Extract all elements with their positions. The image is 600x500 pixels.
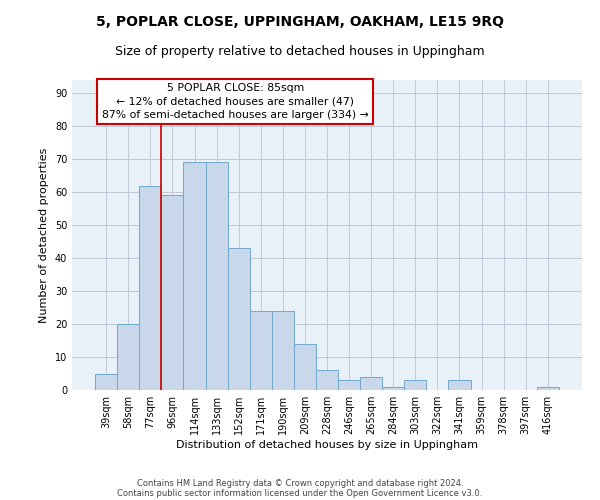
Bar bbox=[184, 162, 206, 390]
Text: Contains HM Land Registry data © Crown copyright and database right 2024.: Contains HM Land Registry data © Crown c… bbox=[137, 478, 463, 488]
Y-axis label: Number of detached properties: Number of detached properties bbox=[39, 148, 49, 322]
Bar bbox=[537, 386, 559, 390]
Bar bbox=[294, 344, 316, 390]
Text: Size of property relative to detached houses in Uppingham: Size of property relative to detached ho… bbox=[115, 45, 485, 58]
Bar bbox=[360, 377, 382, 390]
Bar bbox=[316, 370, 338, 390]
Text: Contains public sector information licensed under the Open Government Licence v3: Contains public sector information licen… bbox=[118, 488, 482, 498]
Bar bbox=[139, 186, 161, 390]
Bar bbox=[338, 380, 360, 390]
Bar bbox=[117, 324, 139, 390]
X-axis label: Distribution of detached houses by size in Uppingham: Distribution of detached houses by size … bbox=[176, 440, 478, 450]
Bar bbox=[161, 196, 184, 390]
Bar bbox=[404, 380, 427, 390]
Bar bbox=[272, 311, 294, 390]
Bar bbox=[250, 311, 272, 390]
Bar bbox=[206, 162, 227, 390]
Bar bbox=[227, 248, 250, 390]
Bar bbox=[448, 380, 470, 390]
Bar bbox=[382, 386, 404, 390]
Text: 5, POPLAR CLOSE, UPPINGHAM, OAKHAM, LE15 9RQ: 5, POPLAR CLOSE, UPPINGHAM, OAKHAM, LE15… bbox=[96, 15, 504, 29]
Text: 5 POPLAR CLOSE: 85sqm
← 12% of detached houses are smaller (47)
87% of semi-deta: 5 POPLAR CLOSE: 85sqm ← 12% of detached … bbox=[102, 83, 368, 120]
Bar bbox=[95, 374, 117, 390]
